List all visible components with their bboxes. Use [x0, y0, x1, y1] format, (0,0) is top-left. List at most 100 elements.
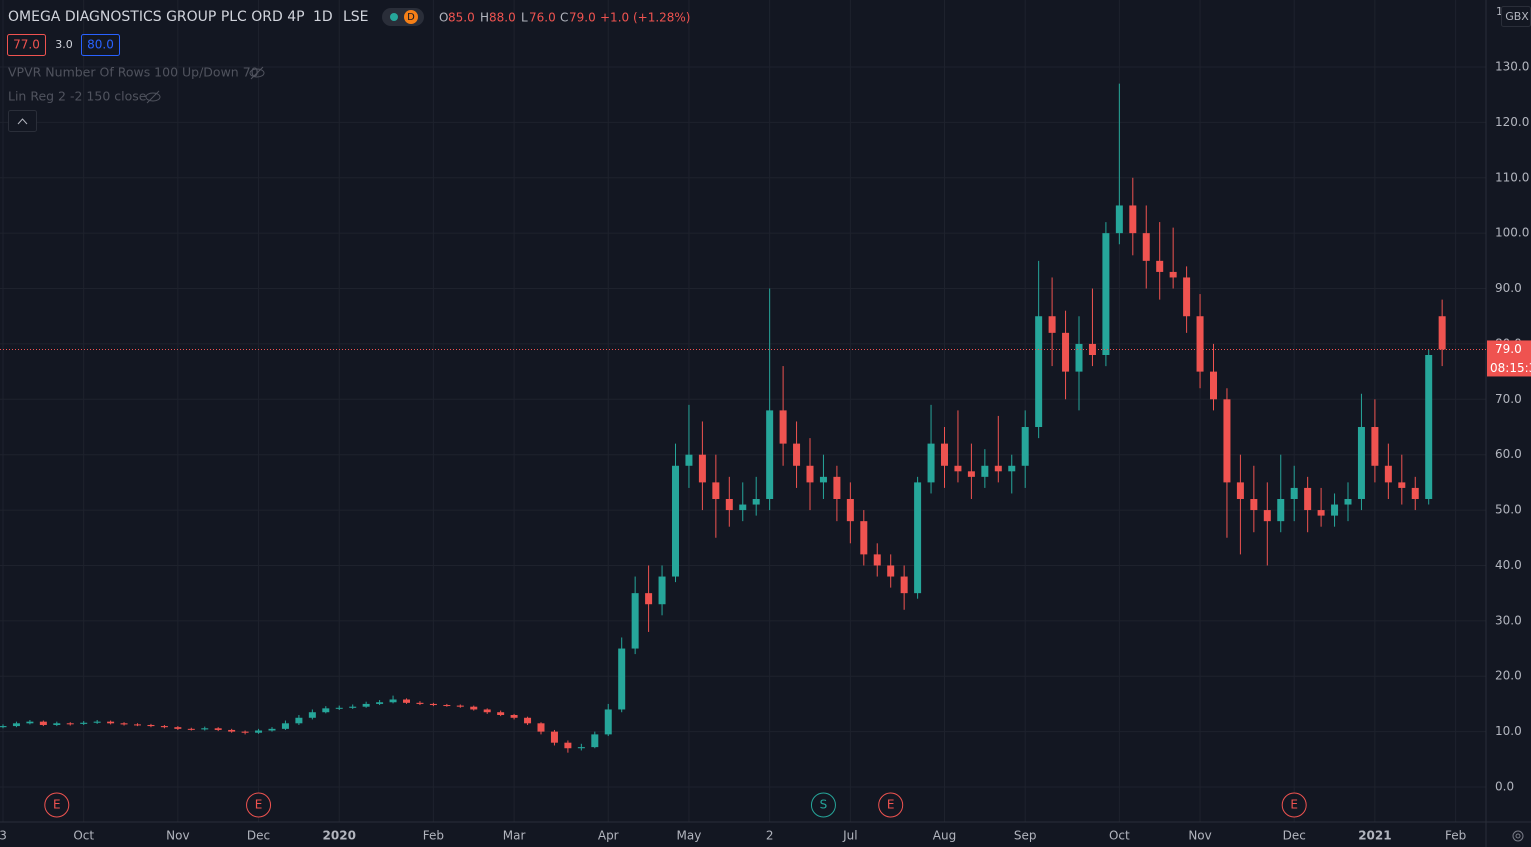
bid-box[interactable]: [7, 34, 46, 56]
candle-body: [1398, 482, 1406, 488]
event-label: E: [887, 798, 895, 812]
candle-body: [658, 576, 666, 605]
candle-body: [376, 702, 384, 704]
candle-body: [1142, 233, 1150, 261]
candle-body: [1277, 499, 1285, 522]
event-marker[interactable]: [246, 792, 272, 818]
event-label: S: [820, 798, 828, 812]
symbol-title: OMEGA DIAGNOSTICS GROUP PLC ORD 4P: [8, 9, 305, 25]
candle-body: [483, 709, 491, 713]
market-dot: [390, 13, 398, 21]
caret-icon: [17, 118, 28, 125]
badge-circle: [404, 10, 418, 24]
candle-body: [1062, 332, 1070, 372]
indicator-linreg: Lin Reg 2 -2 150 close: [8, 89, 147, 104]
candle-body: [591, 734, 599, 748]
candle-body: [577, 747, 585, 749]
candle-body: [1344, 499, 1352, 505]
x-tick-label: May: [677, 829, 702, 843]
candle-body: [107, 721, 115, 724]
last-price-box: [1487, 340, 1531, 377]
candle-body: [631, 593, 639, 649]
candle-body: [147, 724, 155, 727]
settings-icon[interactable]: [1512, 830, 1524, 842]
candle-body: [927, 443, 935, 483]
hide-icon[interactable]: [249, 66, 265, 80]
event-marker[interactable]: [878, 792, 904, 818]
y-tick-label: 60.0: [1495, 447, 1522, 461]
x-tick-label: Dec: [1283, 829, 1306, 843]
candle-body: [174, 727, 182, 729]
y-tick-label: 120.0: [1495, 115, 1529, 129]
candle-body: [1304, 487, 1312, 511]
candle-body: [1129, 205, 1137, 234]
h-label: H: [480, 11, 489, 25]
candle-body: [860, 521, 868, 555]
candle-body: [1411, 487, 1419, 499]
candle-body: [604, 709, 612, 735]
currency: GBX: [1505, 10, 1529, 23]
x-tick-label: Feb: [1445, 829, 1466, 843]
candle-body: [470, 706, 478, 710]
c-value: 79.0: [569, 11, 596, 25]
candle-body: [537, 723, 545, 732]
candle-body: [1317, 510, 1325, 516]
candle-body: [725, 499, 733, 511]
candle-body: [819, 476, 827, 483]
candle-body: [295, 717, 303, 724]
candle-body: [0, 726, 7, 728]
ask: 80.0: [87, 38, 114, 52]
y-tick-label: 90.0: [1495, 281, 1522, 295]
event-label: E: [255, 798, 263, 812]
candle-body: [1048, 316, 1056, 333]
candle-body: [281, 723, 289, 729]
candle-body: [228, 729, 236, 732]
l-value: 76.0: [529, 11, 556, 25]
x-tick-label: Nov: [1188, 829, 1211, 843]
candle-body: [981, 465, 989, 477]
event-marker[interactable]: [1281, 792, 1307, 818]
event-marker[interactable]: [810, 792, 836, 818]
candle-body: [134, 724, 141, 726]
candle-body: [1250, 499, 1258, 511]
event-marker[interactable]: [44, 792, 70, 818]
collapse-button[interactable]: [8, 110, 37, 132]
candle-body: [954, 465, 962, 472]
candle-body: [1210, 371, 1217, 400]
candle-body: [524, 717, 532, 724]
x-tick-label: Sep: [1014, 829, 1037, 843]
candle-body: [80, 722, 88, 724]
x-tick-label: 2: [766, 829, 774, 843]
x-tick-label: Mar: [503, 829, 526, 843]
candle-body: [362, 703, 370, 707]
y-tick-label: 0.0: [1495, 780, 1514, 794]
o-label: O: [439, 11, 448, 25]
candle-body: [967, 471, 975, 477]
candle-body: [456, 705, 464, 707]
candle-body: [739, 504, 747, 511]
candle-body: [510, 715, 518, 718]
axis-top-label: 1: [1496, 5, 1503, 18]
candle-body: [550, 731, 558, 743]
candles: [0, 83, 1446, 753]
candle-body: [1156, 260, 1164, 272]
spread: 3.0: [55, 38, 73, 51]
ask-box[interactable]: [81, 34, 120, 56]
candle-body: [779, 410, 787, 444]
candle-body: [712, 482, 720, 499]
y-tick-label: 20.0: [1495, 669, 1522, 683]
candle-body: [698, 454, 706, 483]
badge: D: [407, 12, 415, 23]
candle-body: [618, 648, 626, 710]
x-tick-label: Oct: [73, 829, 94, 843]
y-tick-label: 50.0: [1495, 503, 1522, 517]
candle-body: [564, 742, 572, 749]
x-tick-label: 2021: [1358, 829, 1391, 843]
y-tick-label: 40.0: [1495, 558, 1522, 572]
hide-icon[interactable]: [145, 90, 161, 104]
interval: 1D: [313, 9, 333, 25]
c-label: C: [560, 11, 568, 25]
y-tick-label: 110.0: [1495, 170, 1529, 184]
x-tick-label: Feb: [423, 829, 444, 843]
candle-body: [766, 410, 774, 499]
